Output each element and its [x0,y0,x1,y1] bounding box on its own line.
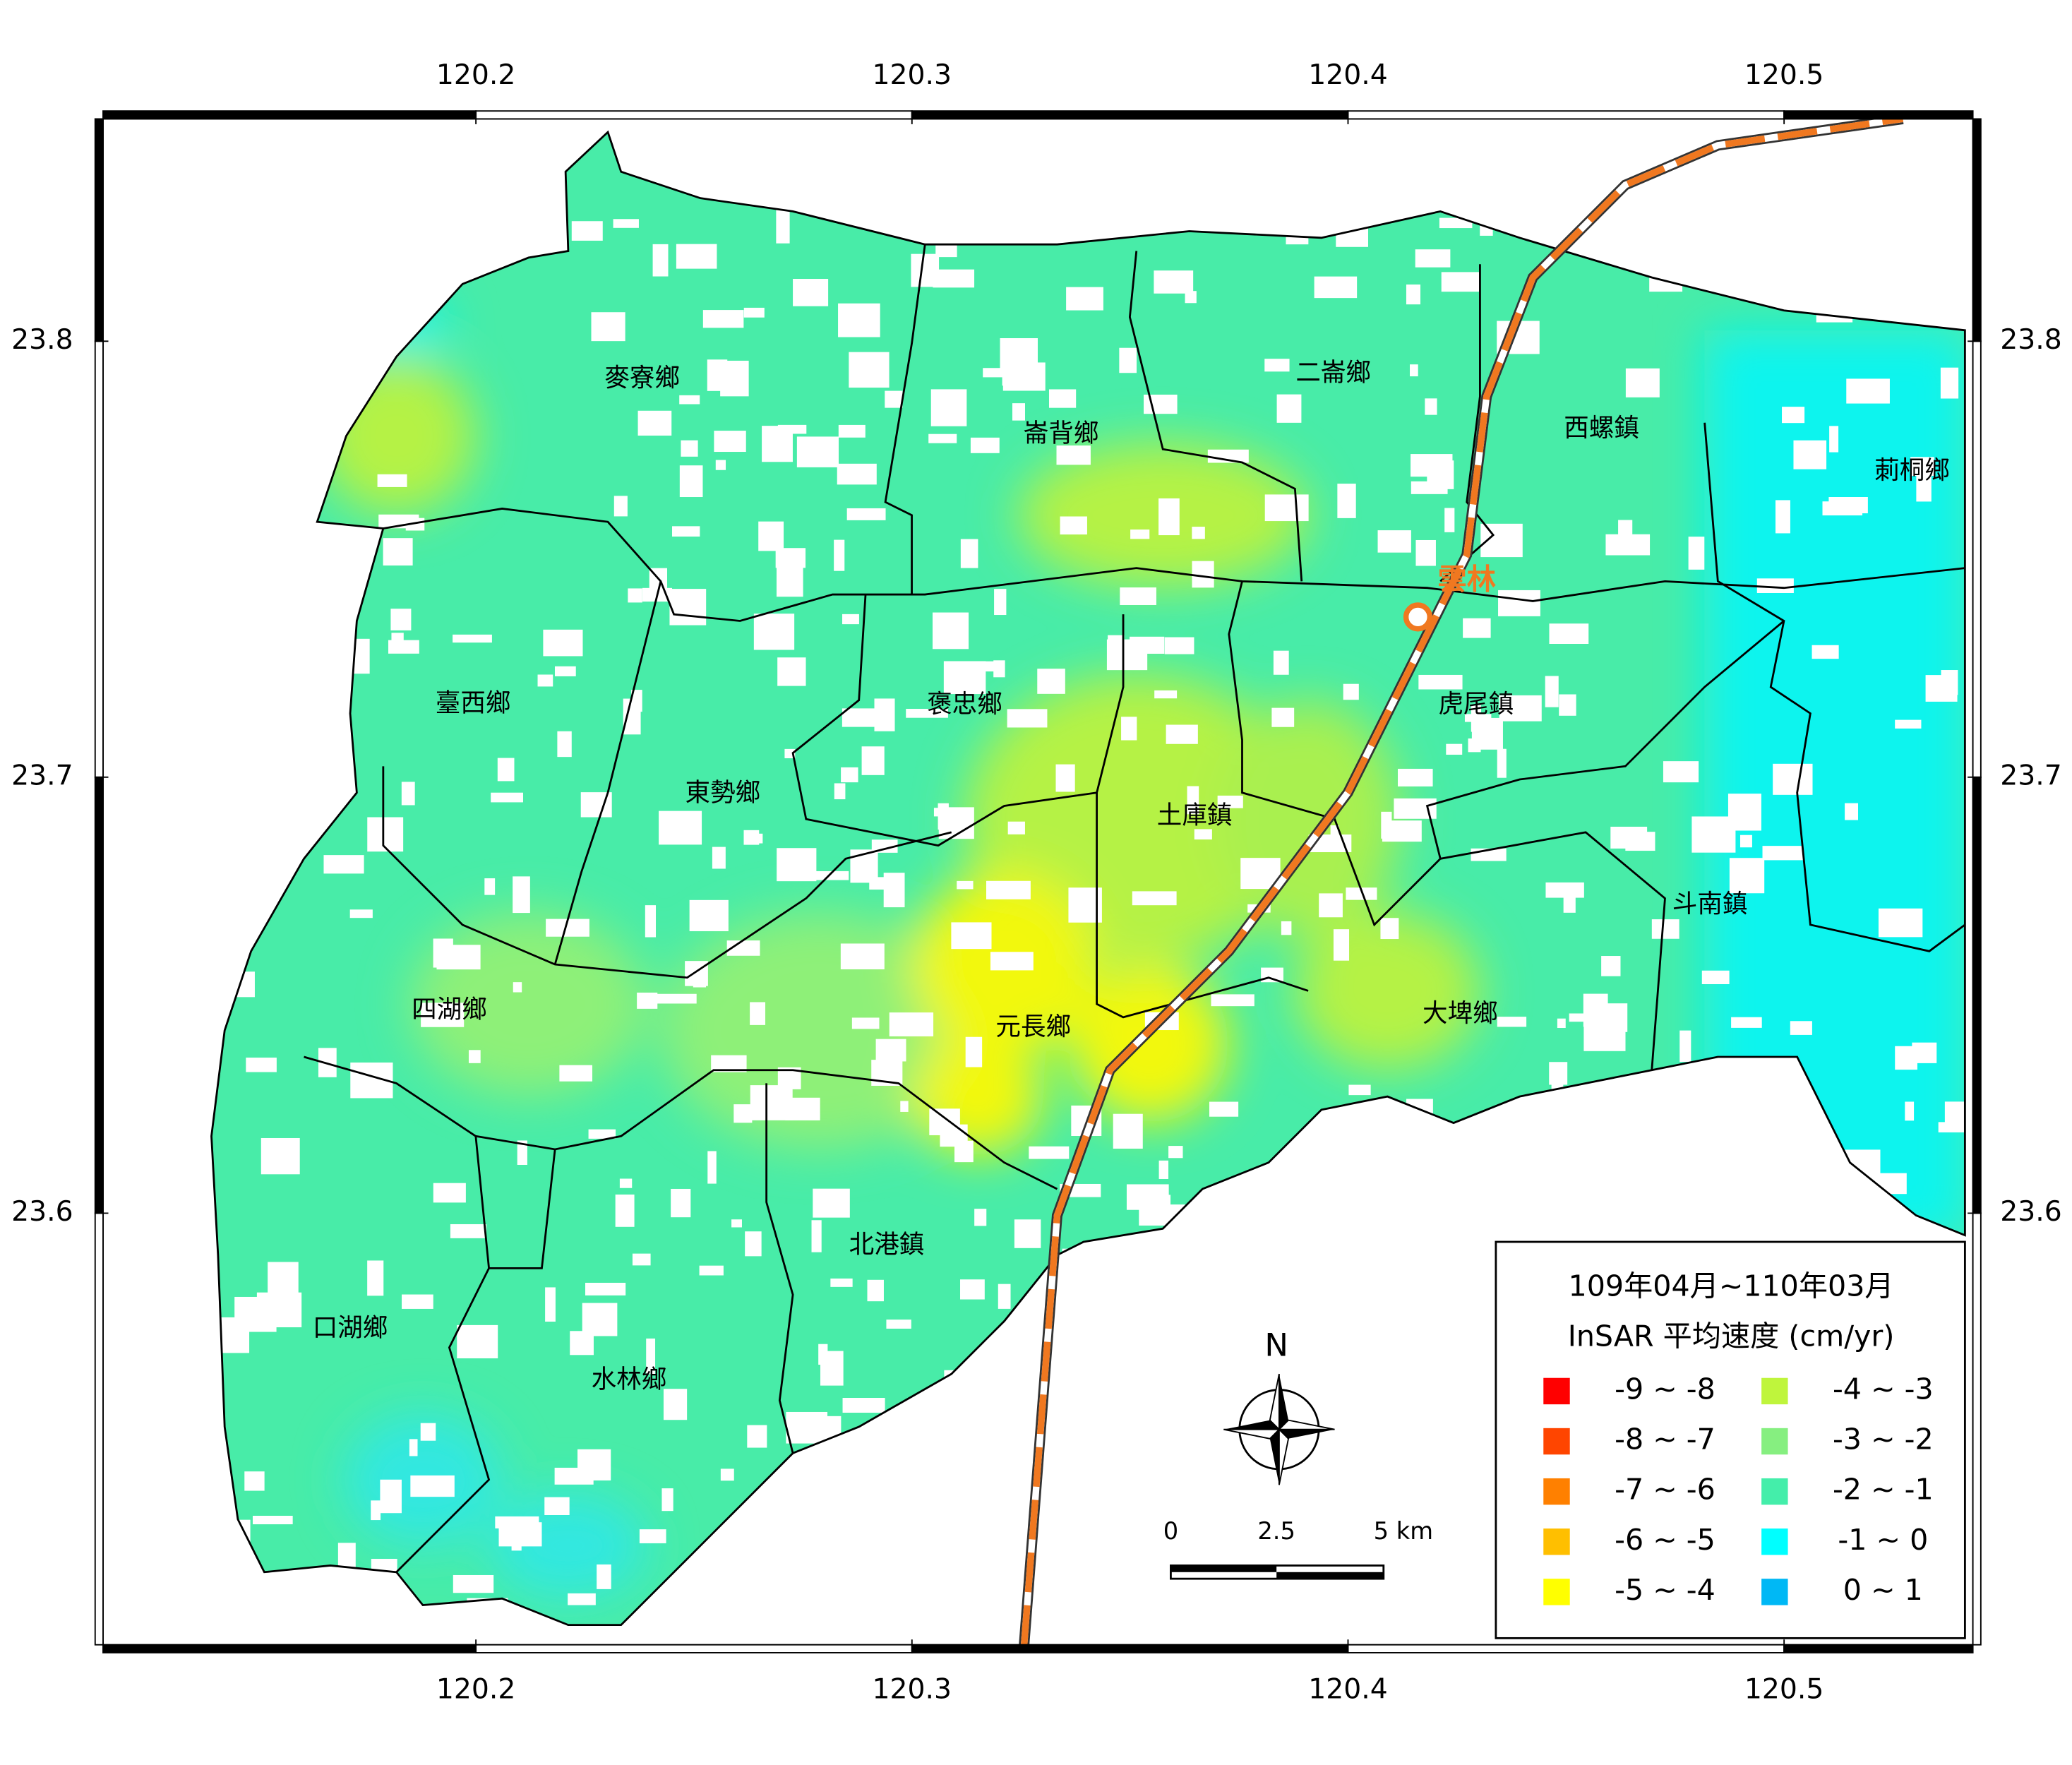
x-tick-label: 120.4 [1308,59,1388,91]
legend-box [1495,1240,1966,1639]
x-tick-label: 120.4 [1308,1674,1388,1706]
legend-label: -4 ~ -3 [1833,1372,1934,1406]
township-label: 二崙鄉 [1295,359,1371,388]
township-label: 褒忠鄉 [927,690,1002,719]
legend-swatch [1761,1428,1788,1455]
y-tick-label: 23.7 [11,760,73,791]
legend-label: -7 ~ -6 [1615,1473,1715,1507]
township-label: 口湖鄉 [313,1313,388,1342]
township-label: 水林鄉 [592,1365,667,1394]
x-tick-label: 120.2 [436,1674,516,1706]
legend-swatch [1543,1377,1570,1405]
township-label: 麥寮鄉 [604,364,680,393]
scale-label: 5 km [1374,1517,1433,1545]
y-tick-label: 23.7 [2000,760,2062,791]
x-tick-label: 120.3 [873,59,952,91]
township-label: 西螺鎮 [1564,414,1639,443]
legend-swatch [1543,1579,1570,1605]
legend-label: -1 ~ 0 [1838,1523,1928,1557]
x-tick-label: 120.2 [436,59,516,91]
legend-label: -9 ~ -8 [1615,1372,1715,1406]
y-tick-label: 23.8 [11,324,73,356]
legend-swatch [1543,1428,1570,1455]
legend-label: 0 ~ 1 [1843,1573,1923,1607]
township-label: 北港鎮 [849,1231,925,1260]
township-label: 臺西鄉 [436,688,511,717]
legend-swatch [1761,1579,1788,1605]
legend-swatch [1761,1478,1788,1505]
township-label: 東勢鄉 [685,779,761,808]
frame [94,110,1982,1653]
y-tick-label: 23.8 [2000,324,2062,356]
legend-label: -2 ~ -1 [1833,1473,1934,1507]
legend-swatch [1543,1478,1570,1505]
legend-label: -6 ~ -5 [1615,1523,1715,1557]
township-label: 崙背鄉 [1024,419,1099,448]
township-label: 土庫鎮 [1157,801,1233,830]
legend-title: InSAR 平均速度 (cm/yr) [1568,1320,1895,1353]
scale-label: 2.5 [1257,1517,1295,1545]
velocity-field [211,132,1965,1625]
x-tick-label: 120.5 [1744,59,1824,91]
legend: -9 ~ -8 -8 ~ -7 -7 ~ -6 -6 ~ -5 -5 ~ -4 -4 ~ … [1543,1372,1934,1607]
scale-bar [1170,1564,1385,1580]
legend-swatch [1761,1528,1788,1555]
legend-title: 109年04月~110年03月 [1569,1269,1894,1303]
legend-label: -3 ~ -2 [1833,1423,1934,1456]
scale-label: 0 [1163,1517,1178,1545]
x-tick-label: 120.3 [873,1674,952,1706]
station-marker [1403,602,1433,632]
legend-swatch [1543,1528,1570,1555]
township-label: 大埤鄉 [1423,999,1498,1028]
township-label: 虎尾鎮 [1438,690,1514,719]
north-arrow [1223,1373,1335,1485]
north-label: N [1264,1327,1288,1364]
legend-label: -5 ~ -4 [1615,1573,1715,1607]
legend-swatch [1761,1377,1788,1405]
legend-label: -8 ~ -7 [1615,1423,1715,1456]
station-label: 雲林 [1438,562,1496,596]
township-label: 斗南鎮 [1672,890,1748,919]
township-boundaries [304,244,1966,1573]
township-label: 莿桐鄉 [1874,456,1950,485]
y-tick-label: 23.6 [2000,1196,2062,1228]
y-tick-label: 23.6 [11,1196,73,1228]
township-label: 元長鄉 [995,1012,1071,1041]
township-label: 四湖鄉 [412,995,487,1024]
x-tick-label: 120.5 [1744,1674,1824,1706]
